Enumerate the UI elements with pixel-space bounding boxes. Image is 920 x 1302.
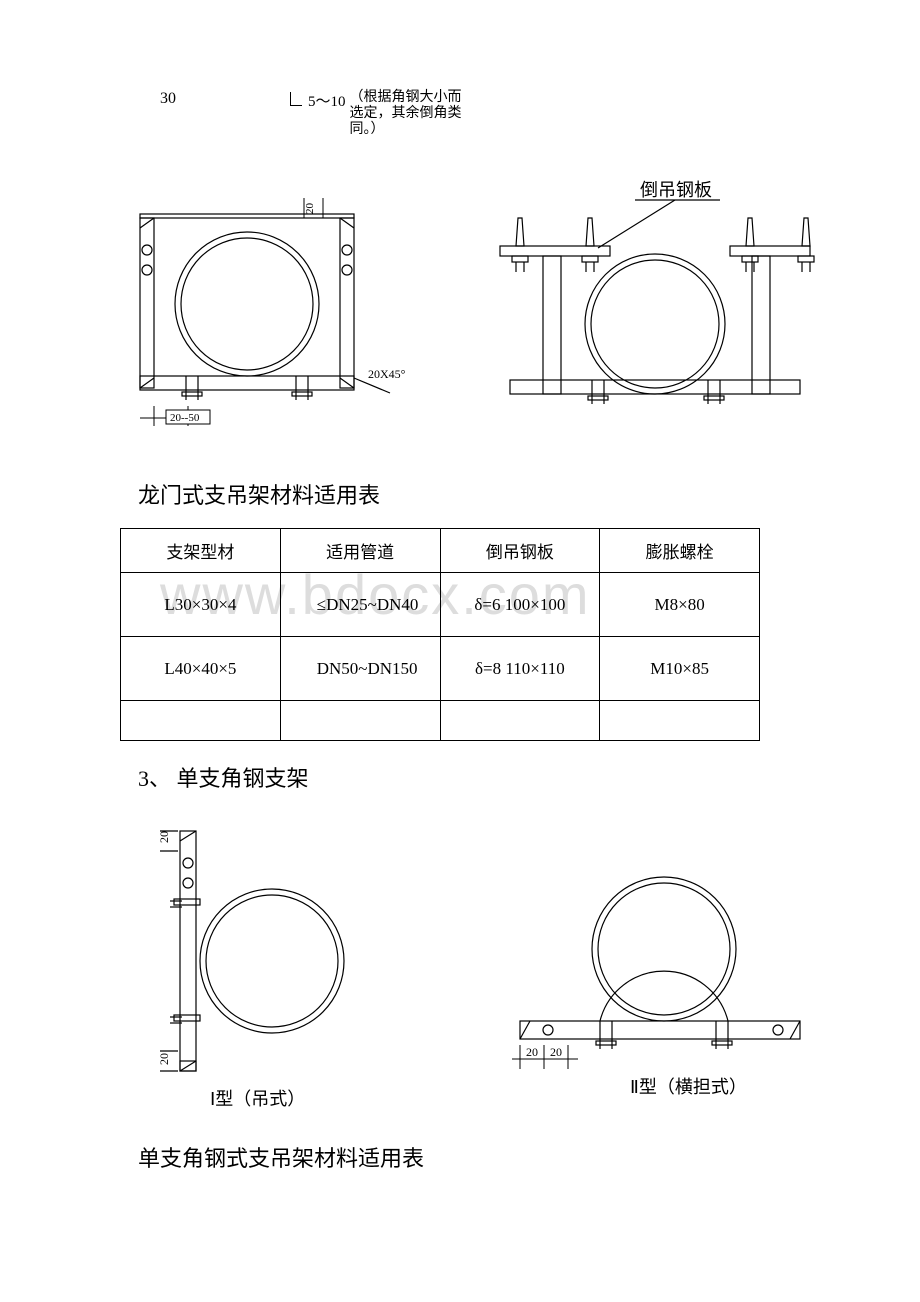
cell: [280, 701, 440, 741]
svg-text:20X45°: 20X45°: [368, 367, 406, 381]
col-pipe: 适用管道: [280, 529, 440, 573]
cell: [440, 701, 600, 741]
svg-text:倒吊钢板: 倒吊钢板: [640, 180, 712, 200]
svg-text:20: 20: [304, 203, 316, 215]
top-dimension-note: 30 5～10 （根据角钢大小而选定，其余倒角类同。）: [160, 90, 820, 138]
cell: [121, 701, 281, 741]
cell: [600, 701, 760, 741]
single-angle-type1-diagram: 20 20 Ⅰ型（吊式）: [120, 813, 380, 1113]
cell: L40×40×5: [121, 637, 281, 701]
dim-range: 5～10: [308, 90, 346, 111]
cell: DN50~DN150: [280, 637, 440, 701]
single-angle-type2-diagram: 20 20 Ⅱ型（横担式）: [500, 833, 820, 1113]
svg-text:20: 20: [526, 1045, 538, 1059]
svg-text:20: 20: [157, 831, 171, 843]
col-bolt: 膨胀螺栓: [600, 529, 760, 573]
gantry-left-diagram: 20 20X45° 20--50: [120, 178, 420, 458]
svg-text:Ⅱ型（横担式）: Ⅱ型（横担式）: [630, 1077, 747, 1097]
table-row: L40×40×5 DN50~DN150 δ=8 110×110 M10×85: [121, 637, 760, 701]
table-row: [121, 701, 760, 741]
cell: ≤DN25~DN40: [280, 573, 440, 637]
table-row: L30×30×4 ≤DN25~DN40 δ=6 100×100 M8×80: [121, 573, 760, 637]
section-3-title: 3、 单支角钢支架: [138, 761, 820, 793]
table2-title: 单支角钢式支吊架材料适用表: [138, 1141, 820, 1173]
table1-title: 龙门式支吊架材料适用表: [138, 478, 820, 510]
cell: δ=6 100×100: [440, 573, 600, 637]
note-desc: （根据角钢大小而选定，其余倒角类同。）: [350, 90, 470, 138]
svg-text:20: 20: [550, 1045, 562, 1059]
cell: M10×85: [600, 637, 760, 701]
dim-30: 30: [160, 90, 176, 108]
svg-text:20: 20: [157, 1053, 171, 1065]
table-row: 支架型材 适用管道 倒吊钢板 膨胀螺栓: [121, 529, 760, 573]
cell: δ=8 110×110: [440, 637, 600, 701]
svg-text:Ⅰ型（吊式）: Ⅰ型（吊式）: [210, 1089, 305, 1109]
col-profile: 支架型材: [121, 529, 281, 573]
svg-text:20--50: 20--50: [170, 412, 200, 424]
cell: L30×30×4: [121, 573, 281, 637]
cell: M8×80: [600, 573, 760, 637]
material-table-1: 支架型材 适用管道 倒吊钢板 膨胀螺栓 L30×30×4 ≤DN25~DN40 …: [120, 528, 760, 741]
bracket-icon: [290, 92, 302, 106]
col-plate: 倒吊钢板: [440, 529, 600, 573]
gantry-right-diagram: 倒吊钢板: [460, 178, 820, 458]
